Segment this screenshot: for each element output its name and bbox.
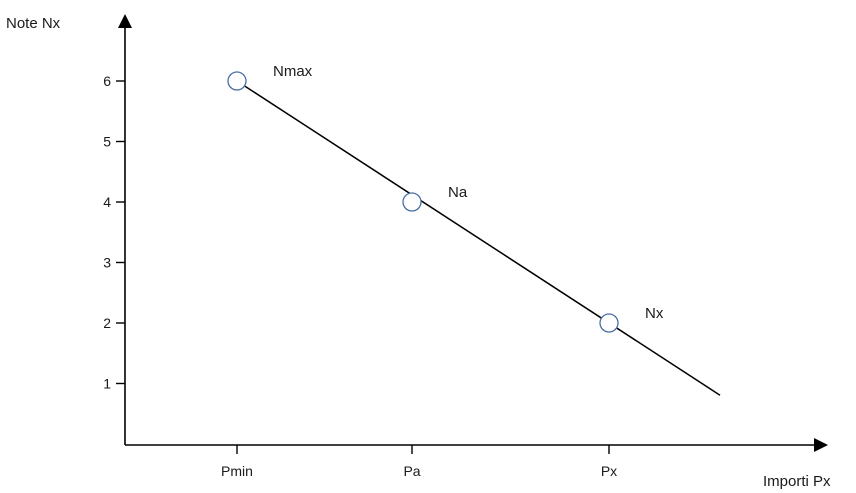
x-tick-label: Pa bbox=[403, 463, 420, 479]
y-tick-label: 3 bbox=[103, 255, 111, 271]
x-tick-label: Pmin bbox=[221, 463, 253, 479]
y-tick-label: 4 bbox=[103, 194, 111, 210]
y-tick-label: 2 bbox=[103, 315, 111, 331]
series: Nmax Na Nx bbox=[227, 63, 721, 396]
x-axis-arrow bbox=[814, 438, 828, 452]
series-line bbox=[236, 80, 721, 396]
y-axis-title: Note Nx bbox=[6, 15, 61, 32]
data-point-marker bbox=[402, 192, 422, 212]
point-label: Nmax bbox=[273, 63, 313, 80]
data-point-marker bbox=[227, 71, 247, 91]
x-tick-label: Px bbox=[601, 463, 617, 479]
axes bbox=[118, 14, 828, 452]
ticks: 1 2 3 4 5 6 Pmin Pa Px bbox=[103, 73, 617, 479]
x-axis-title: Importi Px bbox=[763, 473, 831, 490]
point-label: Na bbox=[448, 184, 468, 201]
y-tick-label: 1 bbox=[103, 376, 111, 392]
data-point-marker bbox=[599, 313, 619, 333]
y-tick-label: 5 bbox=[103, 134, 111, 150]
y-tick-label: 6 bbox=[103, 73, 111, 89]
point-label: Nx bbox=[645, 305, 664, 322]
y-axis-arrow bbox=[118, 14, 132, 28]
